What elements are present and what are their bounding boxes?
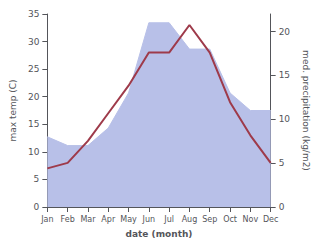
- svg-text:date (month): date (month): [126, 229, 193, 239]
- svg-text:Jul: Jul: [163, 215, 174, 224]
- svg-text:30: 30: [28, 37, 40, 47]
- svg-text:Apr: Apr: [101, 215, 116, 224]
- svg-text:Oct: Oct: [223, 215, 237, 224]
- svg-text:Dec: Dec: [263, 215, 278, 224]
- svg-text:Aug: Aug: [182, 215, 198, 224]
- svg-text:Nov: Nov: [243, 215, 259, 224]
- svg-text:10: 10: [279, 114, 291, 124]
- svg-text:0: 0: [34, 202, 40, 212]
- svg-text:15: 15: [279, 70, 290, 80]
- svg-text:15: 15: [28, 119, 39, 129]
- svg-text:10: 10: [28, 147, 40, 157]
- svg-text:35: 35: [28, 9, 39, 19]
- svg-text:25: 25: [28, 64, 39, 74]
- svg-text:Feb: Feb: [61, 215, 75, 224]
- svg-text:med. precipitation (kg/m2): med. precipitation (kg/m2): [301, 50, 311, 171]
- svg-text:0: 0: [279, 202, 285, 212]
- svg-text:Jun: Jun: [142, 215, 156, 224]
- svg-text:max temp (C): max temp (C): [8, 79, 18, 141]
- svg-text:May: May: [120, 215, 137, 224]
- svg-text:Mar: Mar: [80, 215, 96, 224]
- svg-text:Jan: Jan: [40, 215, 53, 224]
- svg-text:20: 20: [28, 92, 40, 102]
- svg-text:20: 20: [279, 27, 291, 37]
- svg-text:5: 5: [34, 174, 40, 184]
- svg-text:Sep: Sep: [202, 215, 217, 224]
- svg-text:5: 5: [279, 158, 285, 168]
